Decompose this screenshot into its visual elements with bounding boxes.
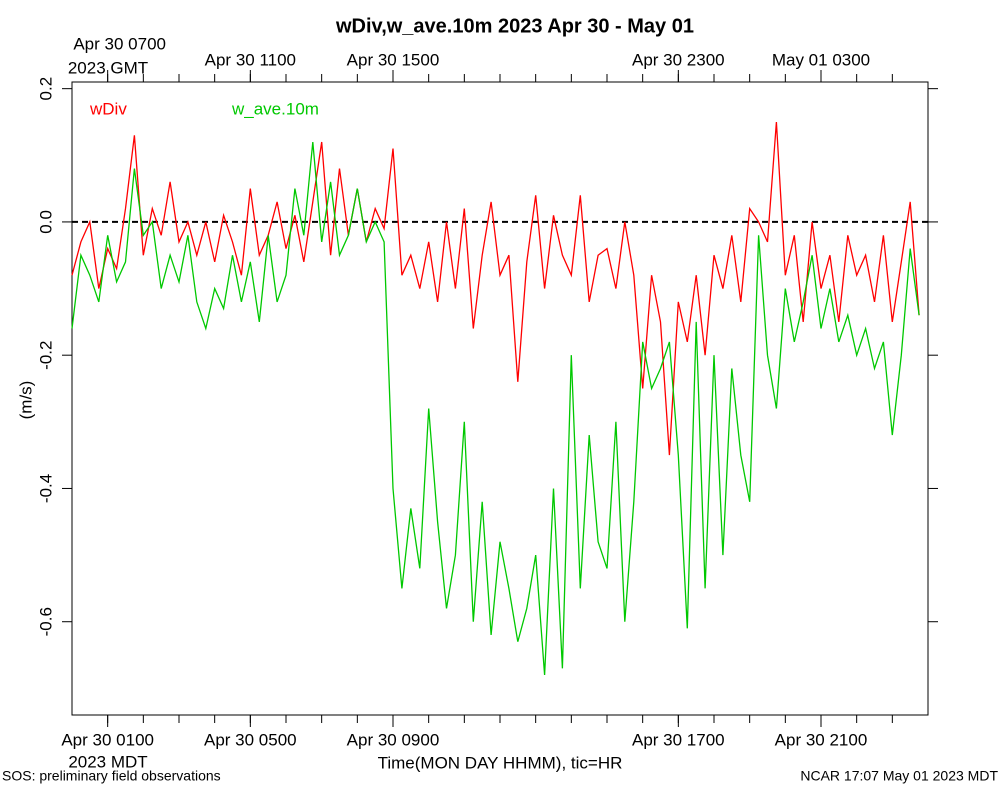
x2-tick-label: Apr 30 1100 bbox=[205, 50, 296, 69]
series-line bbox=[71, 141, 920, 676]
chart-title: wDiv,w_ave.10m 2023 Apr 30 - May 01 bbox=[335, 15, 694, 37]
x-tick-label: Apr 30 2100 bbox=[775, 730, 868, 749]
footer-right: NCAR 17:07 May 01 2023 MDT bbox=[800, 768, 998, 784]
y-tick-label: 0.2 bbox=[36, 77, 55, 101]
x2-timezone-label: 2023 GMT bbox=[68, 58, 148, 77]
y-tick-label: 0.0 bbox=[36, 210, 55, 234]
y-tick-label: -0.2 bbox=[36, 341, 55, 370]
legend-label: w_ave.10m bbox=[231, 99, 319, 118]
x-timezone-label: 2023 MDT bbox=[68, 752, 147, 771]
x-tick-label: Apr 30 0500 bbox=[204, 730, 297, 749]
x-tick-label: Apr 30 0100 bbox=[61, 730, 154, 749]
x2-tick-label: Apr 30 2300 bbox=[632, 50, 725, 69]
x2-tick-label: Apr 30 0700 bbox=[73, 34, 166, 53]
x2-tick-label: May 01 0300 bbox=[772, 50, 870, 69]
y-axis-label: (m/s) bbox=[16, 381, 35, 420]
x-tick-label: Apr 30 1700 bbox=[632, 730, 725, 749]
footer-left: SOS: preliminary field observations bbox=[2, 768, 221, 784]
y-tick-label: -0.6 bbox=[36, 607, 55, 636]
x2-tick-label: Apr 30 1500 bbox=[347, 50, 440, 69]
x-tick-label: Apr 30 0900 bbox=[347, 730, 440, 749]
series-line bbox=[71, 121, 920, 456]
x-axis-label: Time(MON DAY HHMM), tic=HR bbox=[378, 753, 623, 772]
y-tick-label: -0.4 bbox=[36, 474, 55, 503]
plot-frame bbox=[71, 81, 929, 716]
legend-label: wDiv bbox=[89, 99, 127, 118]
